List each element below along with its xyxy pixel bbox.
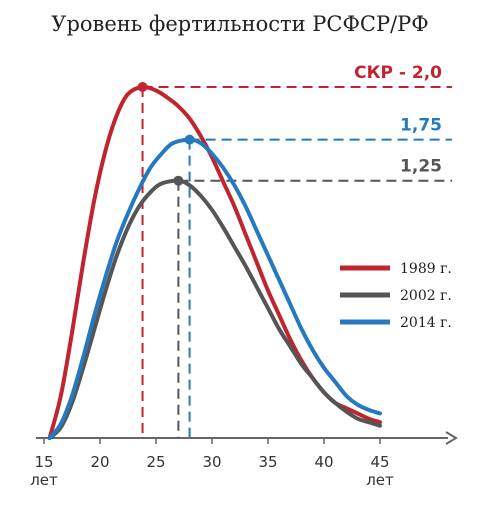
x-tick-label: 45 xyxy=(370,453,389,471)
legend: 1989 г. 2002 г. 2014 г. xyxy=(340,261,452,331)
x-axis-arrow xyxy=(445,431,458,445)
peak-marker xyxy=(173,175,184,186)
x-tick-label: 35 xyxy=(258,453,277,471)
chart-title: Уровень фертильности РСФСР/РФ xyxy=(51,12,429,36)
series-line xyxy=(47,178,382,440)
x-tick-label: 30 xyxy=(202,453,221,471)
series-lines xyxy=(47,84,382,440)
legend-label: 2014 г. xyxy=(400,315,452,331)
peak-label: 1,75 xyxy=(400,116,442,136)
legend-label: 1989 г. xyxy=(400,261,452,277)
x-tick-label: 40 xyxy=(314,453,333,471)
peak-marker xyxy=(137,82,148,92)
x-tick-label: 15 xyxy=(34,453,53,471)
peak-label: 1,25 xyxy=(400,157,442,177)
peak-marker xyxy=(184,134,195,145)
x-unit-label: лет xyxy=(366,471,394,489)
peak-markers: СКР - 2,0 1,25 1,75 xyxy=(137,63,442,186)
peak-label: СКР - 2,0 xyxy=(354,63,442,83)
x-tick-label: 25 xyxy=(146,453,165,471)
legend-label: 2002 г. xyxy=(400,288,452,304)
x-unit-label: лет xyxy=(30,471,58,489)
x-tick-label: 20 xyxy=(90,453,109,471)
series-line xyxy=(47,137,382,440)
peak-guides xyxy=(141,86,452,438)
